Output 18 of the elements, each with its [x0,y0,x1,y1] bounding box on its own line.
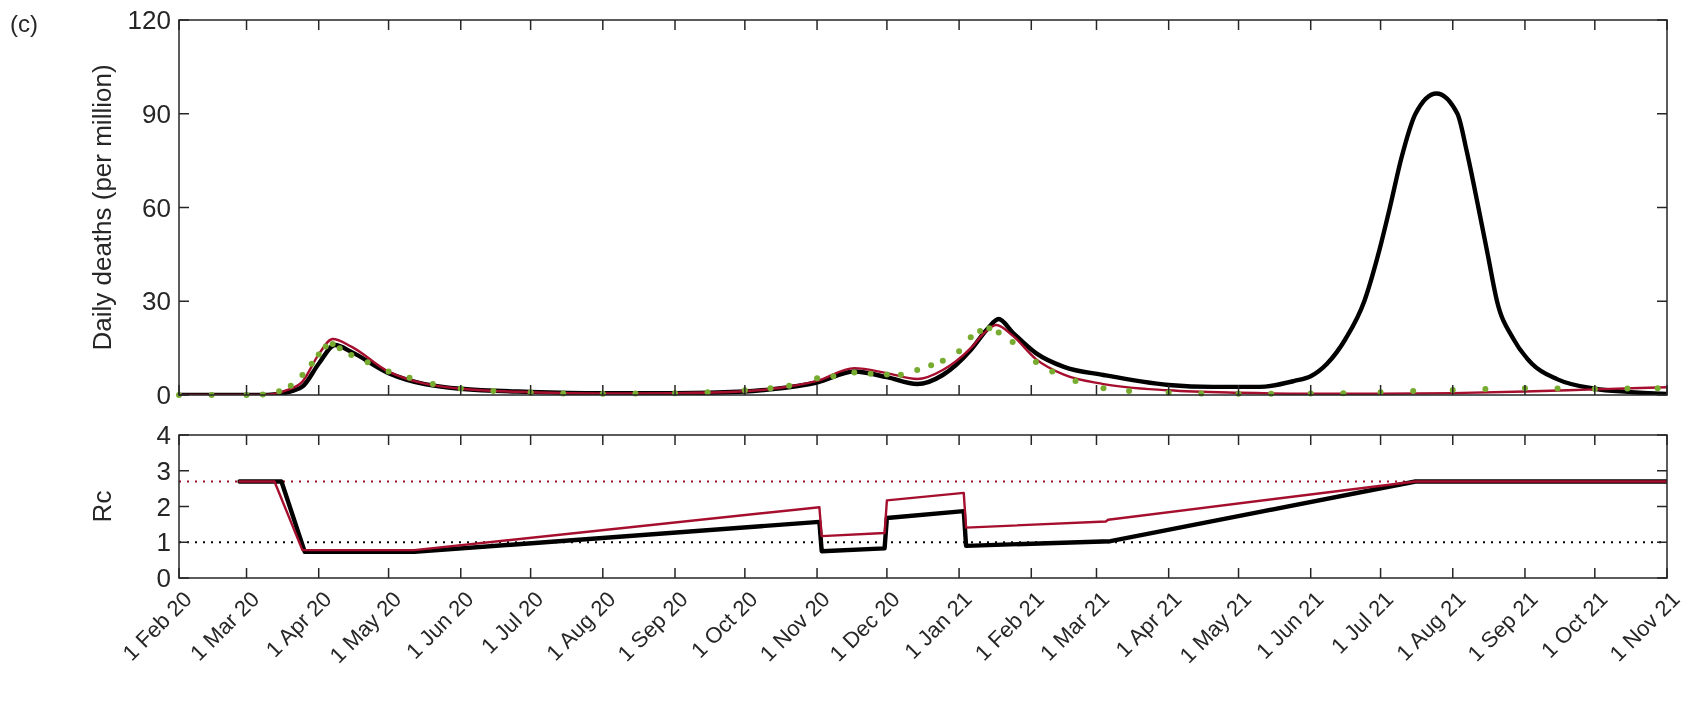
y-tick-label: 90 [142,98,171,129]
text: (c) [10,10,38,37]
x-tick-label: 1 Jun 21 [1251,586,1329,664]
y-tick-label: 60 [142,192,171,223]
y-tick-label: 0 [156,380,171,410]
x-tick-label: 1 Jul 20 [476,586,549,659]
y-tick-label: 2 [156,491,171,522]
x-tick-label: 1 Jan 21 [899,586,977,664]
y-axis-title: Rc [87,490,117,523]
y-tick-label: 3 [156,455,171,486]
y-tick-label: 4 [156,420,171,450]
y-tick-label: 1 [156,527,171,558]
y-axis-title: Daily deaths (per million) [87,64,117,351]
y-tick-label: 0 [156,563,171,593]
y-tick-label: 120 [127,5,171,35]
x-tick-label: 1 Jun 20 [401,586,479,664]
y-tick-label: 30 [142,286,171,317]
x-tick-label: 1 Jul 21 [1326,586,1399,659]
